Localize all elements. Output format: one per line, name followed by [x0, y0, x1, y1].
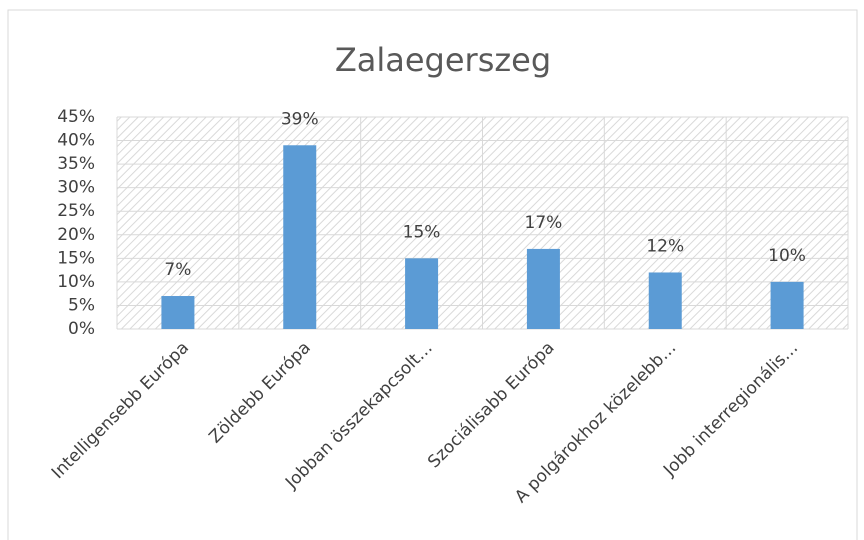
- bar: [283, 145, 317, 329]
- x-tick-label: Zöldebb Európa: [205, 338, 314, 447]
- x-tick-label: Intelligensebb Európa: [48, 338, 193, 483]
- y-tick-label: 0%: [68, 319, 95, 339]
- bar: [648, 272, 682, 329]
- data-label: 15%: [403, 222, 441, 242]
- data-label: 17%: [525, 213, 563, 233]
- chart-border: [7, 9, 858, 540]
- y-tick-label: 5%: [68, 295, 95, 315]
- y-tick-label: 10%: [57, 272, 95, 292]
- data-label: 39%: [281, 109, 319, 129]
- data-label: 7%: [164, 260, 191, 280]
- y-tick-label: 20%: [57, 225, 95, 245]
- y-tick-label: 15%: [57, 248, 95, 268]
- bar: [526, 248, 560, 329]
- y-tick-label: 30%: [57, 178, 95, 198]
- data-label: 12%: [646, 236, 684, 256]
- data-label: 10%: [768, 246, 806, 266]
- y-tick-label: 35%: [57, 154, 95, 174]
- bar: [405, 258, 439, 329]
- bar: [770, 281, 804, 329]
- y-tick-label: 25%: [57, 201, 95, 221]
- x-tick-label: Jobb interregionális…: [659, 338, 802, 481]
- y-tick-label: 45%: [57, 107, 95, 127]
- y-tick-label: 40%: [57, 131, 95, 151]
- x-tick-label: Szociálisabb Európa: [424, 338, 558, 472]
- chart-title: Zalaegerszeg: [335, 41, 551, 79]
- bar: [161, 296, 195, 329]
